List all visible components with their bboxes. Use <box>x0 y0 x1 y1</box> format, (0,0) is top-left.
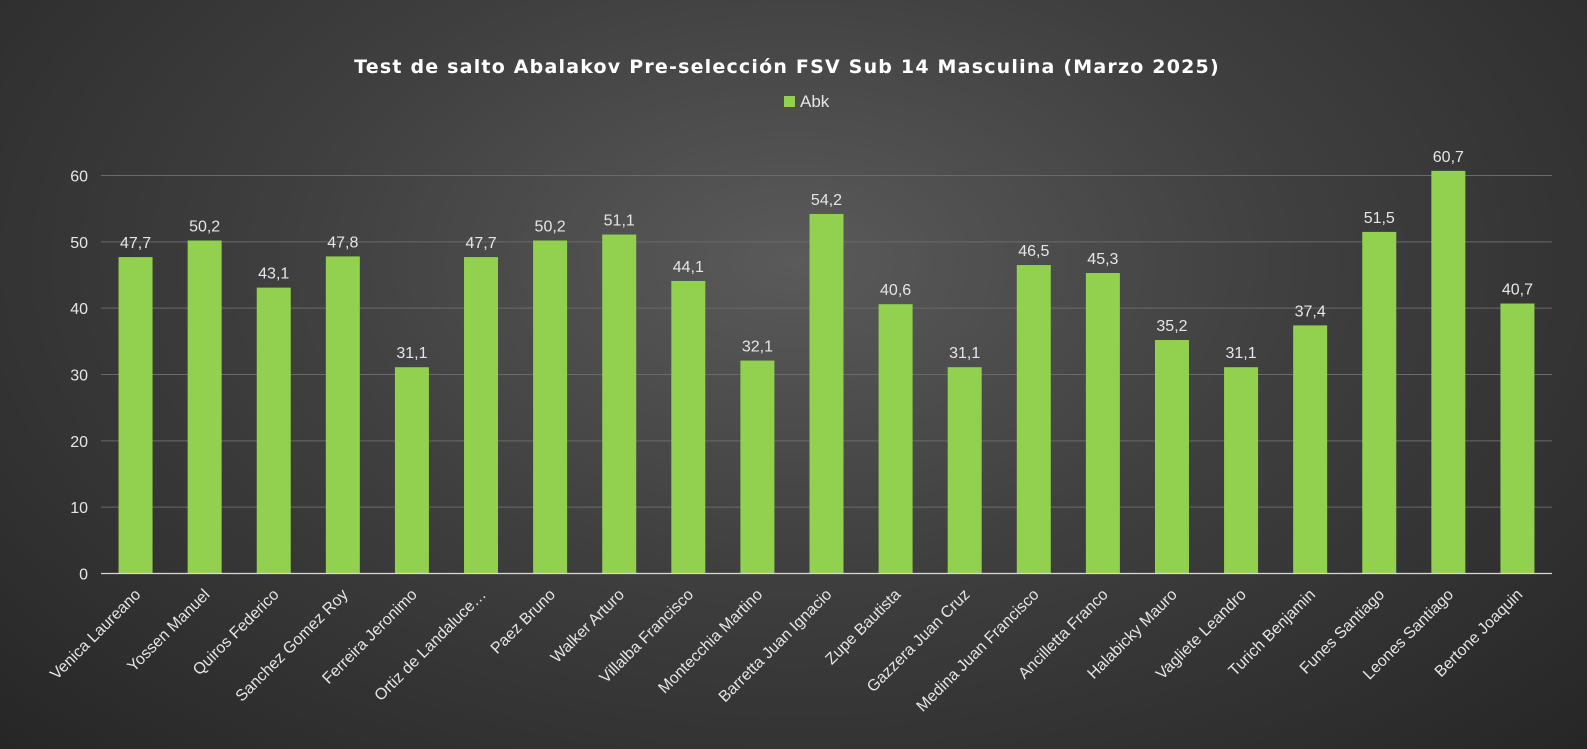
bar <box>602 234 637 574</box>
data-label: 31,1 <box>949 345 980 362</box>
legend-label: Abk <box>800 92 830 111</box>
bar <box>118 257 153 574</box>
y-tick-label: 50 <box>70 235 88 252</box>
data-label: 47,7 <box>465 235 496 252</box>
legend-swatch <box>784 96 795 107</box>
data-labels: 47,7 50,2 43,1 47,8 31,1 47,7 50,2 51,1 44,1 32,1… <box>120 149 1533 362</box>
bar <box>740 360 775 574</box>
bar <box>464 257 499 574</box>
bar <box>1085 273 1120 574</box>
bar <box>1431 170 1466 574</box>
category-label: Ortiz de Landaluce… <box>372 586 490 704</box>
bars <box>118 170 1535 574</box>
bar <box>1154 340 1189 574</box>
bar <box>1293 325 1328 574</box>
data-label: 40,7 <box>1502 282 1533 299</box>
y-tick-label: 10 <box>70 500 88 517</box>
bar <box>1500 303 1535 574</box>
data-label: 37,4 <box>1295 303 1326 320</box>
y-tick-label: 40 <box>70 301 88 318</box>
legend: Abk <box>784 92 830 111</box>
data-label: 35,2 <box>1156 318 1187 335</box>
bar <box>671 280 706 574</box>
category-label: Sanchez Gomez Roy <box>233 586 352 705</box>
bar <box>1362 231 1397 574</box>
category-label: Paez Bruno <box>488 586 559 657</box>
bar <box>256 287 291 574</box>
data-label: 40,6 <box>880 282 911 299</box>
bar <box>394 367 429 574</box>
data-label: 46,5 <box>1018 243 1049 260</box>
bar <box>878 304 913 574</box>
data-label: 54,2 <box>811 192 842 209</box>
y-axis-ticks: 0 10 20 30 40 50 60 <box>70 169 88 584</box>
data-label: 47,8 <box>327 234 358 251</box>
data-label: 44,1 <box>673 259 704 276</box>
chart-title: Test de salto Abalakov Pre-selección FSV… <box>354 56 1220 78</box>
data-label: 51,5 <box>1364 210 1395 227</box>
bar <box>1016 265 1051 574</box>
bar <box>809 213 844 574</box>
bar <box>187 240 222 574</box>
data-label: 60,7 <box>1433 149 1464 166</box>
y-tick-label: 20 <box>70 434 88 451</box>
y-tick-label: 0 <box>79 567 88 584</box>
data-label: 31,1 <box>396 345 427 362</box>
bar <box>533 240 568 574</box>
data-label: 43,1 <box>258 266 289 283</box>
data-label: 50,2 <box>535 219 566 236</box>
category-label: Medina Juan Francisco <box>914 586 1043 715</box>
y-tick-label: 60 <box>70 169 88 186</box>
bar <box>325 256 360 574</box>
bar <box>947 367 982 574</box>
data-label: 50,2 <box>189 219 220 236</box>
data-label: 31,1 <box>1226 345 1257 362</box>
data-label: 47,7 <box>120 235 151 252</box>
data-label: 32,1 <box>742 339 773 356</box>
data-label: 45,3 <box>1087 251 1118 268</box>
data-label: 51,1 <box>604 213 635 230</box>
y-tick-label: 30 <box>70 368 88 385</box>
category-label: Barretta Juan Ignacio <box>716 586 836 706</box>
bar <box>1224 367 1259 574</box>
